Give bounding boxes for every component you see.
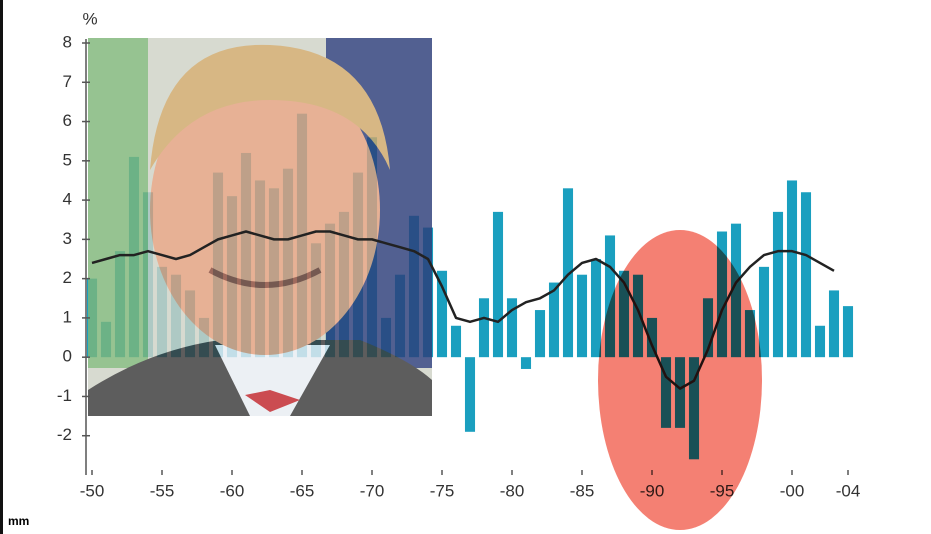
y-tick-label: -2: [57, 425, 72, 444]
bar: [478, 298, 490, 358]
highlight-ellipse: [598, 230, 762, 530]
x-tick-label: -80: [500, 481, 525, 500]
x-tick-label: -50: [80, 481, 105, 500]
x-tick-label: -70: [360, 481, 385, 500]
x-tick-label: -75: [430, 481, 455, 500]
bar: [520, 357, 532, 369]
y-tick-label: 4: [63, 190, 72, 209]
bar: [534, 310, 546, 358]
photo: [88, 38, 432, 416]
bar: [800, 192, 812, 358]
left-border: [0, 0, 3, 534]
bar: [604, 235, 616, 358]
bar: [548, 282, 560, 358]
x-tick-label: -00: [780, 481, 805, 500]
bar: [464, 357, 476, 432]
x-tick-label: -04: [836, 481, 861, 500]
x-tick-label: -60: [220, 481, 245, 500]
x-tick-label: -85: [570, 481, 595, 500]
y-tick-label: 7: [63, 72, 72, 91]
y-tick-label: 8: [63, 32, 72, 51]
y-tick-label: 0: [63, 347, 72, 366]
bar: [758, 266, 770, 358]
y-tick-label: 5: [63, 150, 72, 169]
x-tick-label: -55: [150, 481, 175, 500]
bar: [786, 180, 798, 358]
bar: [576, 274, 588, 358]
footnote: mm: [8, 514, 29, 528]
bar: [828, 290, 840, 358]
y-tick-label: -1: [57, 386, 72, 405]
bar: [506, 298, 518, 358]
y-tick-label: 2: [63, 268, 72, 287]
bar: [450, 325, 462, 358]
bar: [562, 188, 574, 358]
y-axis-label: %: [82, 9, 97, 28]
bar: [492, 211, 504, 358]
bar: [436, 270, 448, 358]
bar: [772, 211, 784, 358]
bar: [842, 306, 854, 358]
y-tick-label: 6: [63, 111, 72, 130]
x-tick-label: -65: [290, 481, 315, 500]
bar: [814, 325, 826, 358]
y-tick-label: 1: [63, 307, 72, 326]
y-tick-label: 3: [63, 229, 72, 248]
bar: [590, 259, 602, 358]
